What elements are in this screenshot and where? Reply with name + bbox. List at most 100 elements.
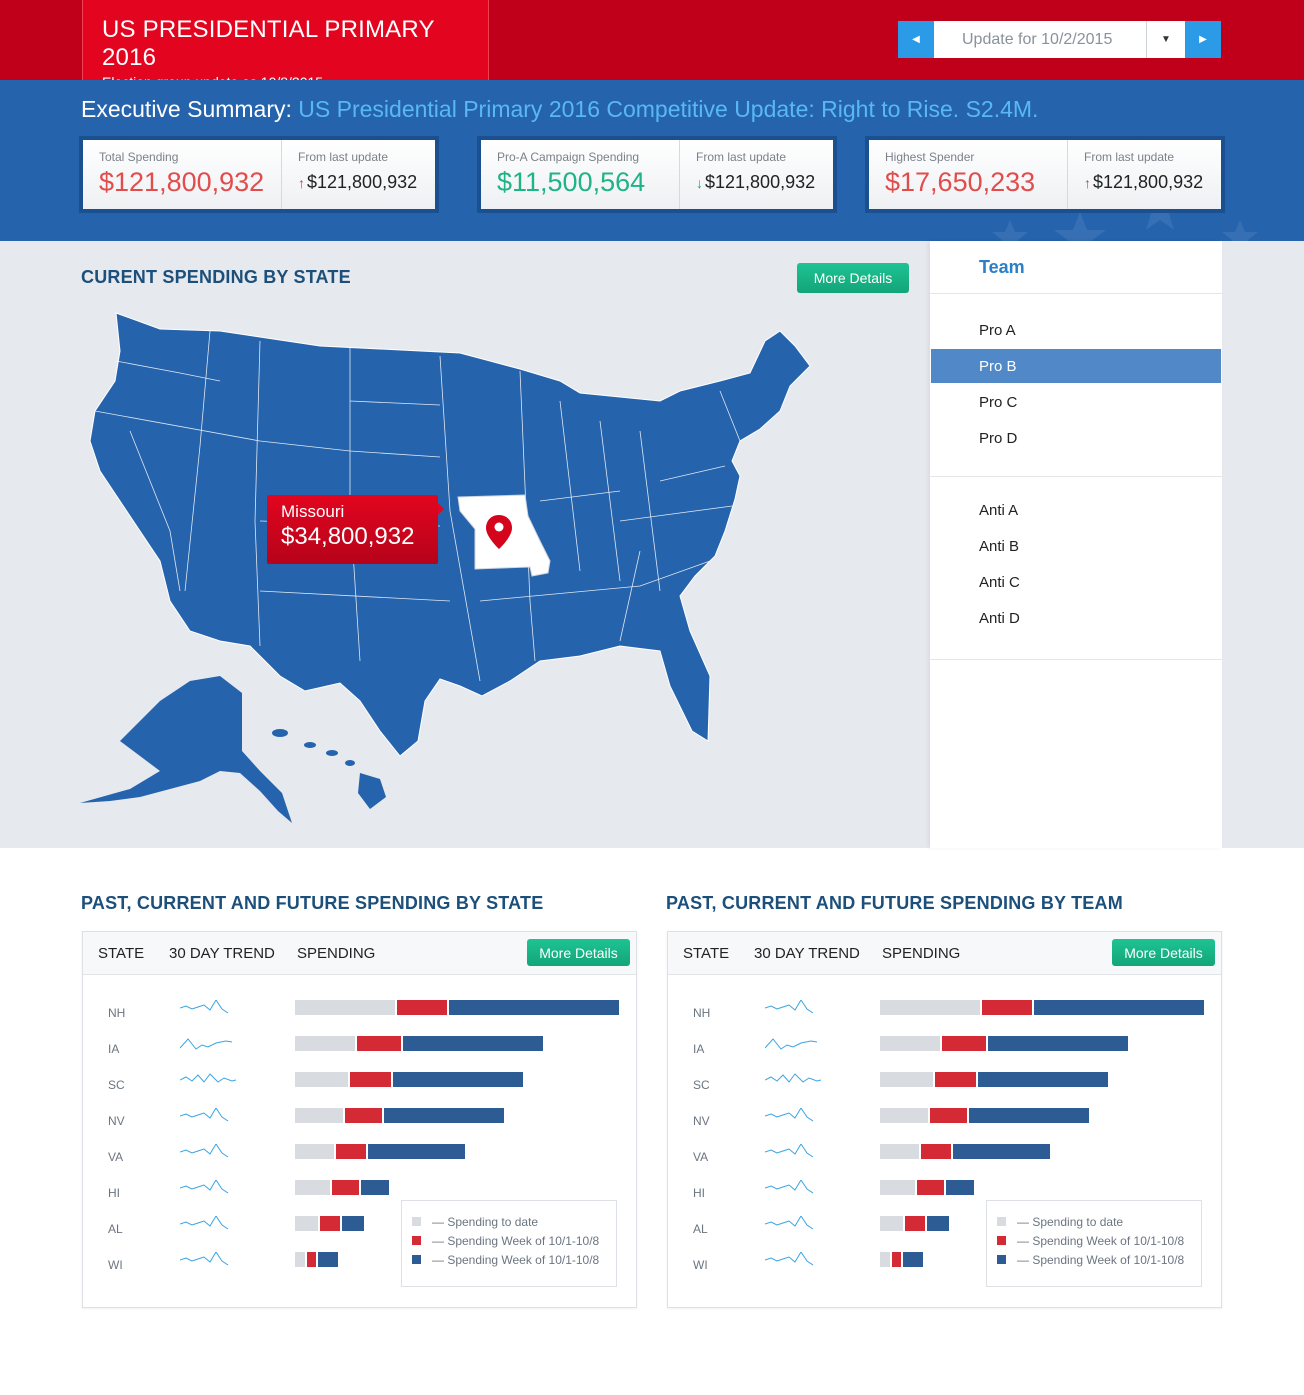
sparkline-line: [180, 1180, 229, 1194]
bar-segment-to-date: [295, 1144, 334, 1159]
row-state-label: IA: [108, 1042, 120, 1056]
sparkline-trend: [180, 1144, 229, 1158]
team-item-pro-b[interactable]: Pro B: [931, 349, 1221, 383]
team-item-pro-a[interactable]: Pro A: [979, 321, 1016, 339]
sparkline-line: [765, 1216, 814, 1230]
table-row: NH: [83, 1000, 636, 1026]
previous-update-button[interactable]: ◀: [898, 21, 934, 58]
bar-segment-week-red: [336, 1144, 366, 1159]
row-state-label: WI: [108, 1258, 123, 1272]
legend-item: — Spending Week of 10/1-10/8: [412, 1231, 616, 1250]
chart-legend: — Spending to date — Spending Week of 10…: [401, 1200, 617, 1287]
sparkline-line: [180, 1108, 229, 1122]
divider: [930, 476, 1222, 477]
bar-segment-week-red: [905, 1216, 925, 1231]
legend-swatch: [412, 1255, 421, 1264]
bar-segment-week-red: [357, 1036, 401, 1051]
bar-segment-week-blue: [368, 1144, 465, 1159]
tooltip-state-value: $34,800,932: [281, 523, 415, 550]
sparkline-trend: [765, 1000, 814, 1014]
sparkline-trend: [765, 1252, 814, 1266]
table-row: WI: [668, 1252, 1221, 1278]
team-item-anti-c[interactable]: Anti C: [979, 573, 1020, 591]
bar-segment-week-blue: [903, 1252, 923, 1267]
table-row: SC: [83, 1072, 636, 1098]
sparkline-trend: [765, 1038, 818, 1050]
stat-value: $121,800,932: [99, 167, 265, 197]
sparkline-line: [765, 1180, 814, 1194]
bar-segment-to-date: [295, 1036, 355, 1051]
bar-segment-to-date: [880, 1144, 919, 1159]
bar-segment-to-date: [295, 1252, 305, 1267]
table-row: AL: [83, 1216, 636, 1242]
legend-item: — Spending Week of 10/1-10/8: [412, 1250, 616, 1269]
stat-change-label: From last update: [1084, 150, 1175, 164]
update-dropdown-toggle[interactable]: ▼: [1147, 21, 1185, 58]
table-row: NV: [83, 1108, 636, 1134]
column-header-state: STATE: [98, 945, 145, 962]
next-update-button[interactable]: ▶: [1185, 21, 1221, 58]
bar-segment-to-date: [880, 1252, 890, 1267]
sparkline-trend: [180, 1038, 233, 1050]
map-more-details-button[interactable]: More Details: [797, 263, 909, 293]
legend-swatch: [997, 1217, 1006, 1226]
sparkline-line: [180, 1252, 229, 1266]
sparkline-line: [765, 1038, 818, 1050]
team-item-anti-a[interactable]: Anti A: [979, 501, 1019, 519]
state-table-more-details-button[interactable]: More Details: [527, 939, 630, 966]
sparkline-trend: [765, 1180, 814, 1194]
sparkline-trend: [180, 1180, 229, 1194]
row-state-label: NH: [108, 1006, 126, 1020]
stat-label: Pro-A Campaign Spending: [497, 150, 640, 164]
bar-segment-week-red: [397, 1000, 447, 1015]
column-header-spending: SPENDING: [882, 945, 961, 962]
sparkline-trend: [180, 1252, 229, 1266]
legend-swatch: [997, 1236, 1006, 1245]
sparkline-line: [765, 1000, 814, 1014]
state-spending-title: PAST, CURRENT AND FUTURE SPENDING BY STA…: [81, 893, 544, 913]
bar-segment-week-blue: [1034, 1000, 1204, 1015]
legend-item: — Spending to date: [997, 1212, 1201, 1231]
team-item-anti-b[interactable]: Anti B: [979, 537, 1020, 555]
team-item-pro-c[interactable]: Pro C: [979, 393, 1018, 411]
table-row: NH: [668, 1000, 1221, 1026]
table-header: STATE 30 DAY TREND SPENDING More Details: [668, 932, 1221, 975]
location-pin-icon: [486, 515, 512, 554]
update-date-select[interactable]: Update for 10/2/2015: [934, 21, 1147, 58]
table-row: HI: [668, 1180, 1221, 1206]
executive-summary-band: Executive Summary: US Presidential Prima…: [0, 80, 1304, 241]
bar-segment-week-red: [307, 1252, 316, 1267]
legend-item: — Spending Week of 10/1-10/8: [997, 1250, 1201, 1269]
bar-segment-week-red: [930, 1108, 967, 1123]
table-row: VA: [83, 1144, 636, 1170]
sparkline-line: [765, 1073, 822, 1083]
bar-segment-week-blue: [953, 1144, 1050, 1159]
bar-segment-week-blue: [449, 1000, 619, 1015]
bar-segment-week-blue: [946, 1180, 974, 1195]
team-item-pro-d[interactable]: Pro D: [979, 429, 1018, 447]
table-row: IA: [83, 1036, 636, 1062]
table-row: IA: [668, 1036, 1221, 1062]
sparkline-line: [180, 1216, 229, 1230]
bar-segment-to-date: [880, 1216, 903, 1231]
bar-segment-week-red: [921, 1144, 951, 1159]
bar-segment-to-date: [295, 1072, 348, 1087]
tooltip-state-name: Missouri: [281, 502, 345, 521]
column-header-trend: 30 DAY TREND: [169, 945, 275, 962]
app-title: US PRESIDENTIAL PRIMARY 2016: [102, 16, 435, 71]
divider: [930, 659, 1222, 660]
team-panel-heading: Team: [979, 257, 1025, 277]
us-states-map[interactable]: [20, 301, 820, 831]
stat-card-total-spending: Total Spending $121,800,932 From last up…: [79, 136, 439, 213]
team-table-more-details-button[interactable]: More Details: [1112, 939, 1215, 966]
team-item-anti-d[interactable]: Anti D: [979, 609, 1020, 627]
summary-heading-prefix: Executive Summary:: [81, 96, 292, 122]
sparkline-line: [765, 1252, 814, 1266]
stat-card-pro-a-spending: Pro-A Campaign Spending $11,500,564 From…: [477, 136, 837, 213]
divider: [930, 293, 1222, 294]
bar-segment-week-red: [917, 1180, 944, 1195]
bar-segment-week-blue: [969, 1108, 1089, 1123]
bar-segment-week-blue: [978, 1072, 1108, 1087]
table-row: WI: [83, 1252, 636, 1278]
map-section-title: CURENT SPENDING BY STATE: [81, 267, 351, 287]
